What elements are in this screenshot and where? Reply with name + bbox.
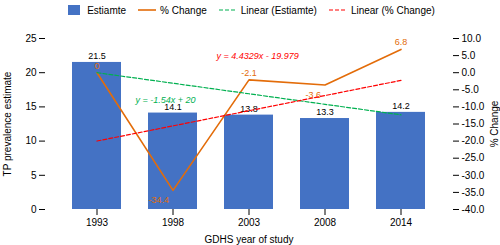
svg-text:5.0: 5.0	[462, 50, 476, 61]
svg-text:GDHS year of study: GDHS year of study	[205, 234, 294, 245]
svg-text:TP prevalence estimate: TP prevalence estimate	[2, 71, 13, 176]
svg-text:-20.0: -20.0	[462, 135, 485, 146]
svg-text:% Change: % Change	[489, 100, 500, 147]
svg-text:2008: 2008	[314, 217, 337, 228]
svg-text:-40.0: -40.0	[462, 204, 485, 215]
svg-text:10: 10	[25, 135, 37, 146]
svg-text:13.3: 13.3	[316, 107, 334, 117]
svg-text:-30.0: -30.0	[462, 170, 485, 181]
svg-text:1993: 1993	[86, 217, 109, 228]
svg-text:20: 20	[25, 67, 37, 78]
svg-text:14.1: 14.1	[164, 101, 182, 112]
svg-text:2014: 2014	[390, 217, 413, 228]
svg-text:0: 0	[31, 204, 37, 215]
html-text:Estiamte: Estiamte	[87, 4, 127, 16]
html-text:% Change: % Change	[160, 4, 207, 16]
svg-text:14.2: 14.2	[392, 101, 410, 111]
svg-text:5: 5	[31, 170, 37, 181]
svg-text:0.0: 0.0	[462, 67, 476, 78]
svg-text:0: 0	[94, 61, 99, 71]
svg-text:13.8: 13.8	[240, 104, 258, 114]
html-text:Linear (% Change): Linear (% Change)	[350, 4, 435, 16]
svg-text:-10.0: -10.0	[462, 101, 485, 112]
svg-text:-15.0: -15.0	[462, 118, 485, 129]
svg-text:-34.4: -34.4	[148, 195, 169, 205]
svg-text:-35.0: -35.0	[462, 187, 485, 198]
svg-text:10.0: 10.0	[462, 33, 482, 44]
svg-text:2003: 2003	[238, 217, 261, 228]
svg-text:-25.0: -25.0	[462, 152, 485, 163]
svg-text:6.8: 6.8	[395, 37, 408, 47]
svg-text:y = 4.4329x - 19.979: y = 4.4329x - 19.979	[216, 51, 299, 61]
svg-text:1998: 1998	[162, 217, 185, 228]
svg-text:21.5: 21.5	[88, 51, 106, 62]
svg-text:-3.6: -3.6	[305, 90, 321, 100]
svg-text:-2.1: -2.1	[241, 68, 257, 78]
svg-text:y = -1.54x + 20: y = -1.54x + 20	[135, 95, 196, 105]
html-text:Linear (Estiamte): Linear (Estiamte)	[240, 4, 317, 16]
svg-text:-5.0: -5.0	[462, 84, 480, 95]
svg-text:25: 25	[25, 33, 37, 44]
svg-text:15: 15	[25, 101, 37, 112]
